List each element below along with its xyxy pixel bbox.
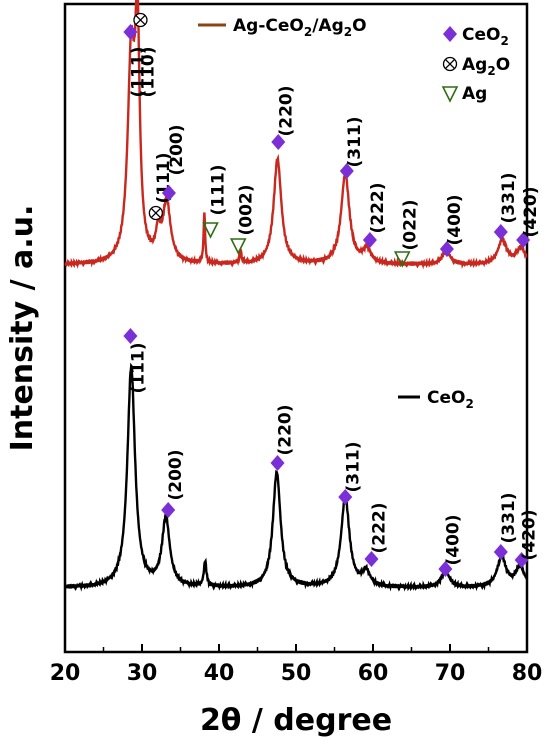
x-axis-title: 2θ / degree [200, 703, 392, 738]
ceo2-marker [514, 552, 529, 568]
peak-label: (420) [521, 186, 541, 237]
ceo2-marker [516, 232, 531, 248]
x-axis-ticks: 20 30 40 50 60 70 80 [50, 644, 543, 686]
x-tick-label: 70 [435, 661, 466, 686]
peak-label: (331) [499, 172, 519, 223]
peak-label: (220) [276, 85, 296, 136]
ceo2-marker [443, 26, 457, 42]
ag-marker [202, 222, 219, 239]
ceo2-marker [364, 551, 379, 567]
ceo2-marker [270, 455, 285, 471]
y-axis-title: Intensity / a.u. [5, 205, 40, 452]
x-tick-label: 80 [512, 661, 543, 686]
ag2o-marker [133, 12, 148, 28]
x-tick-label: 20 [50, 661, 81, 686]
annotation-layer: (111)(110)(111)(200)(111) (002)(220)(311)… [123, 12, 541, 577]
peak-label: (111) [209, 164, 229, 215]
ag-marker [393, 251, 411, 268]
ceo2-marker [123, 24, 138, 40]
x-tick-label: 30 [127, 661, 158, 686]
ceo2-marker [161, 502, 176, 518]
peak-label: (220) [276, 404, 296, 455]
series-line-ceo2 [63, 362, 529, 592]
peak-label: (111) [128, 342, 148, 393]
peak-label: (200) [166, 449, 186, 500]
peak-label: (110) [138, 46, 158, 97]
ag2o-marker [148, 205, 164, 221]
marker-legend-label: Ag [462, 84, 487, 104]
peak-label: (002) [236, 184, 256, 235]
ag2o-marker [442, 56, 458, 72]
peak-label: (200) [167, 124, 187, 175]
legend-label-ceo2: CeO2 [427, 388, 474, 411]
ceo2-marker [161, 185, 176, 201]
x-tick-label: 40 [204, 661, 235, 686]
x-tick-label: 50 [281, 661, 312, 686]
ceo2-marker [493, 544, 508, 560]
peak-label: (311) [343, 441, 363, 492]
peak-label: (222) [369, 502, 389, 553]
peak-label: (400) [443, 514, 463, 565]
legend: Ag-CeO2/Ag2O CeO2 CeO2 Ag2O Ag [198, 16, 510, 411]
ceo2-marker [123, 328, 138, 344]
peak-label: (400) [445, 194, 465, 245]
ag-marker [441, 86, 459, 103]
peak-label: (311) [345, 116, 365, 167]
peak-label: (222) [368, 182, 388, 233]
legend-label-composite: Ag-CeO2/Ag2O [233, 16, 367, 39]
ceo2-marker [339, 163, 354, 179]
ceo2-marker [493, 224, 508, 240]
ag-marker [229, 238, 247, 255]
marker-legend-label: Ag2O [462, 55, 510, 78]
ceo2-marker [439, 241, 454, 257]
peak-label: (331) [499, 492, 519, 543]
x-tick-label: 60 [358, 661, 389, 686]
series-line-ag-ceo2-ag2o [64, 0, 528, 270]
peak-label: (111) [128, 46, 148, 97]
peak-label: (420) [520, 509, 540, 560]
ceo2-marker [438, 561, 453, 577]
peak-label: (022) [400, 199, 420, 250]
ceo2-marker [271, 134, 286, 150]
marker-legend-label: CeO2 [462, 25, 509, 48]
series-layer [63, 0, 529, 592]
ceo2-marker [338, 489, 353, 505]
ceo2-marker [362, 232, 377, 248]
